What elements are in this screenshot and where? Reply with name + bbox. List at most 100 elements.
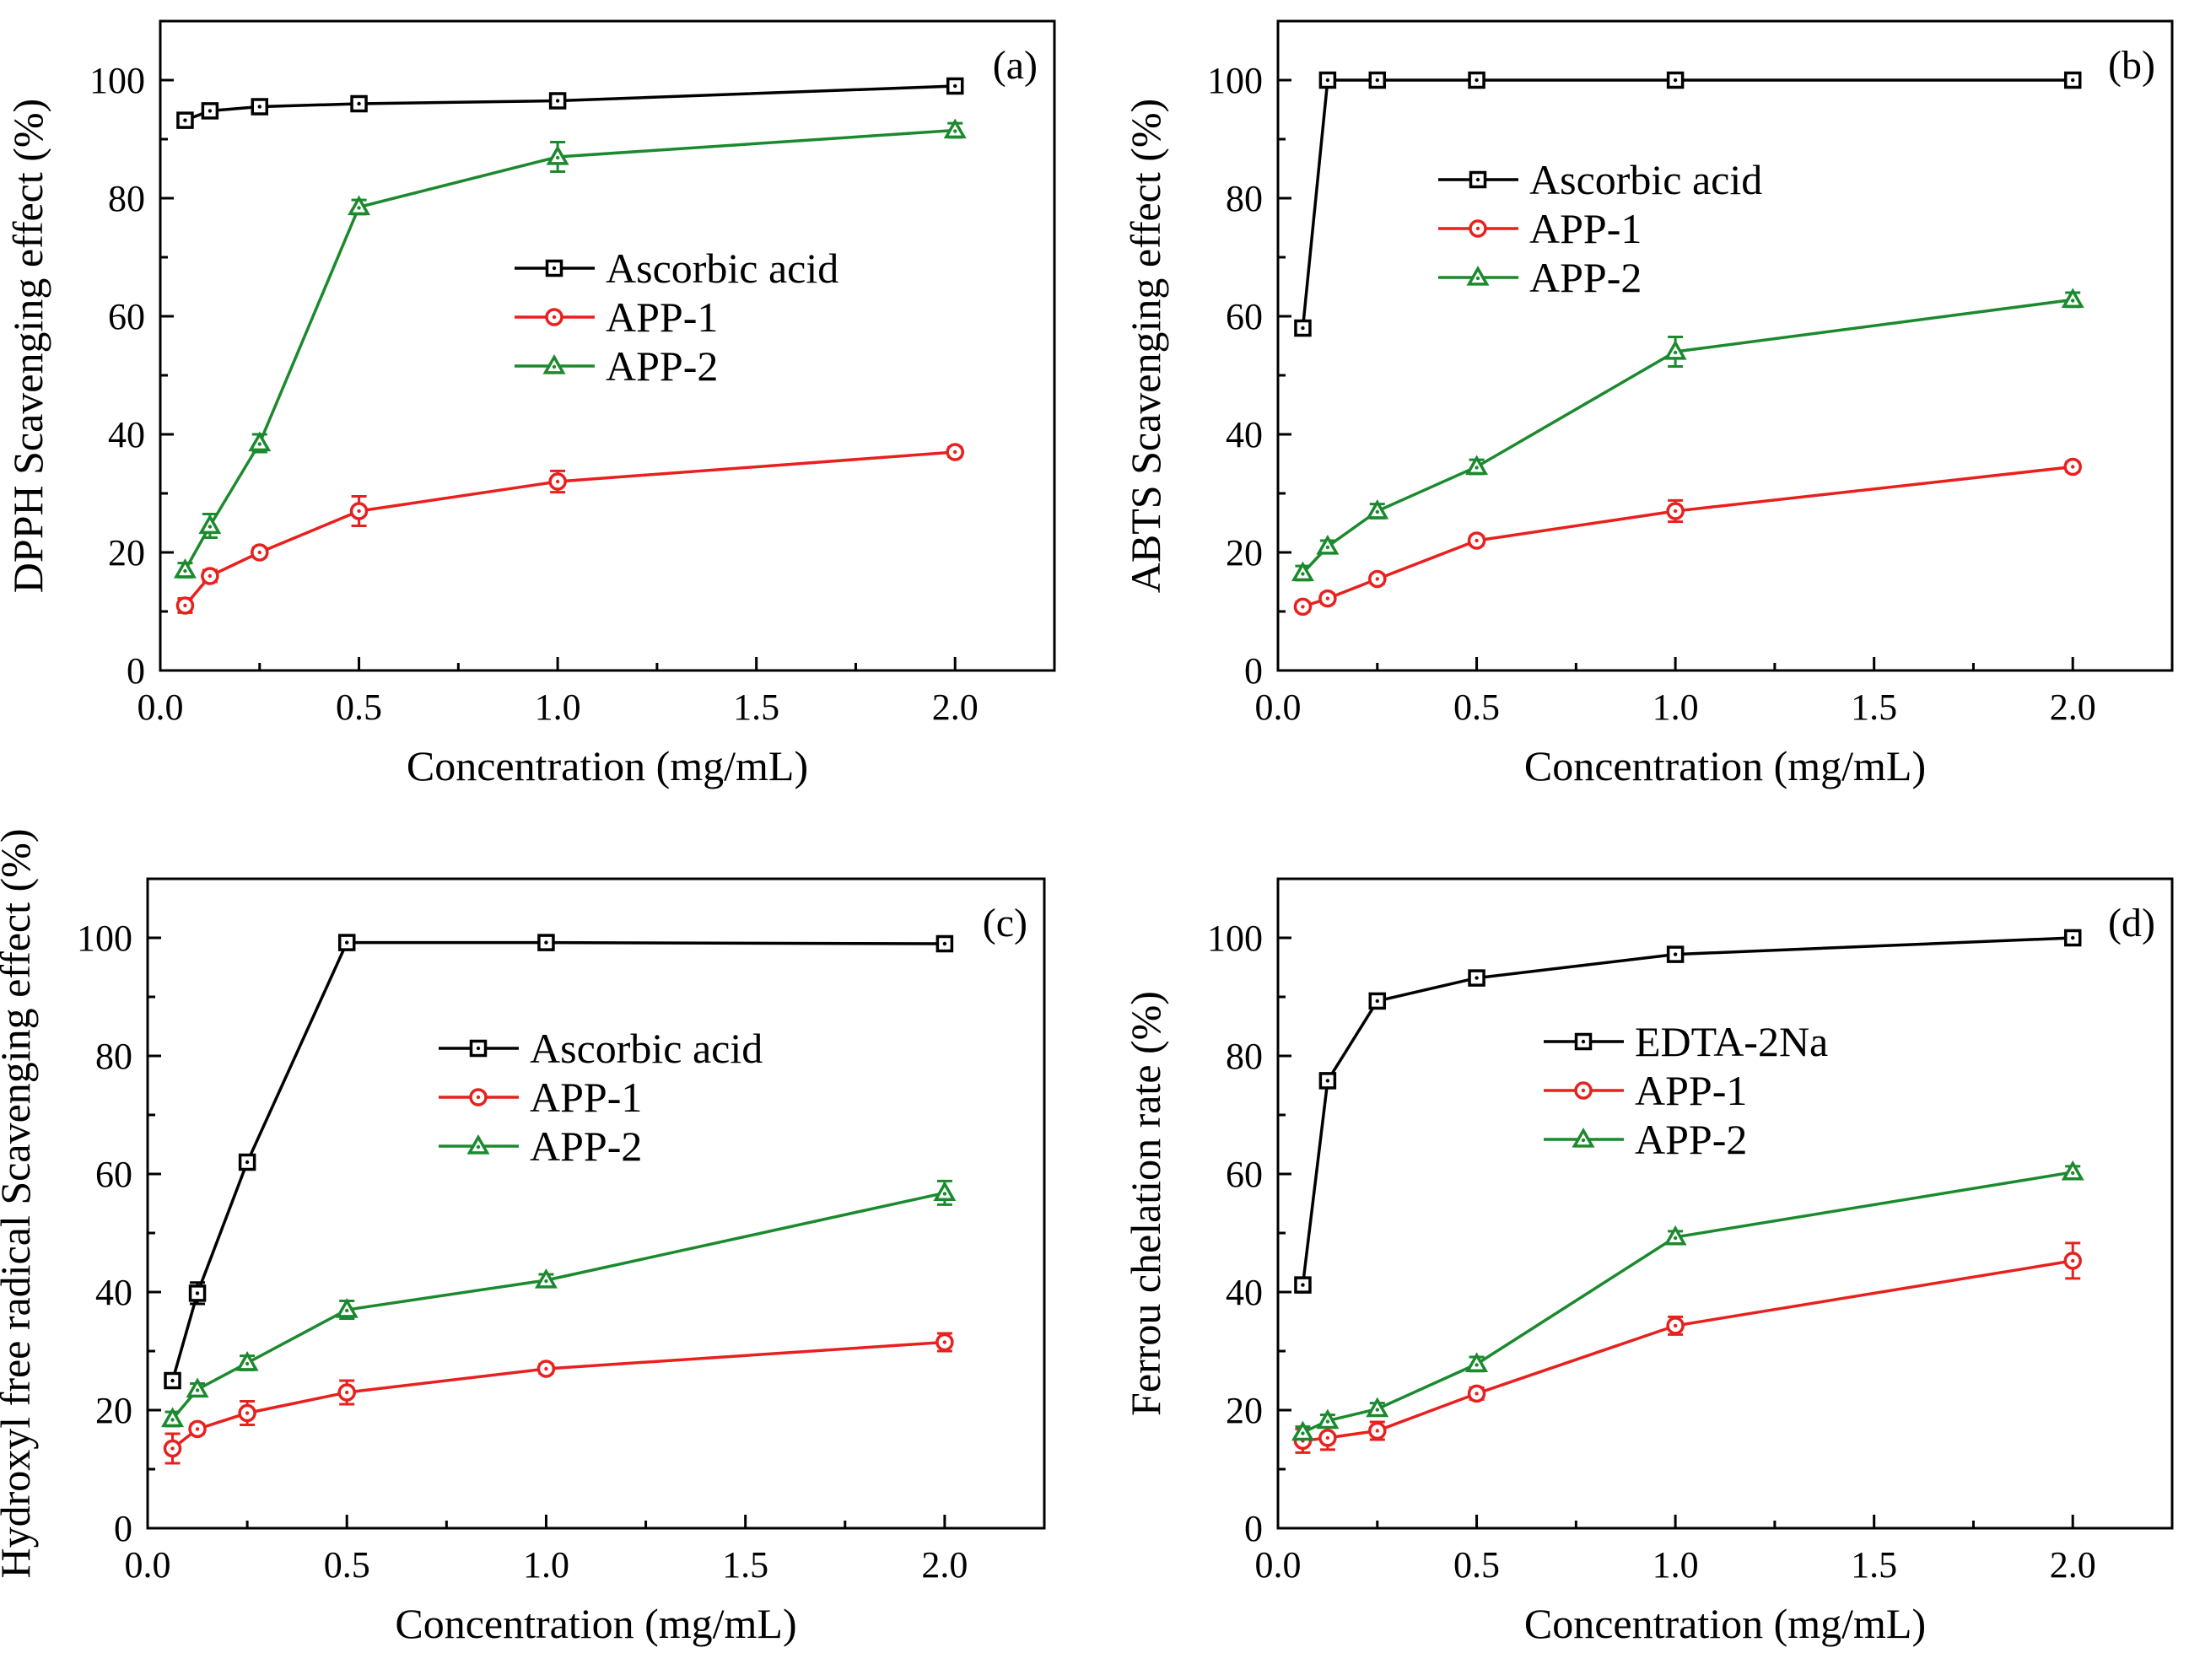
panel-tag: (b) xyxy=(2108,43,2155,88)
data-point xyxy=(933,1181,957,1202)
data-point-dot xyxy=(345,1390,349,1395)
y-tick-label: 20 xyxy=(1226,532,1263,573)
x-tick-label: 0.0 xyxy=(137,687,184,728)
data-point-dot xyxy=(1475,1392,1479,1396)
y-tick-label: 40 xyxy=(95,1272,132,1313)
y-tick-label: 0 xyxy=(1244,1508,1263,1549)
data-point-dot xyxy=(953,83,957,89)
x-axis-label: Concentration (mg/mL) xyxy=(395,1600,796,1647)
data-point xyxy=(1366,498,1389,520)
data-point-dot xyxy=(1375,1408,1379,1412)
series-ascorbic-acid xyxy=(176,77,964,129)
data-point-dot xyxy=(2071,935,2075,940)
panel-a: 0.0 0.5 1.0 1.5 2.0 0 20 40 60 80 100 Concentration… xyxy=(4,19,1056,789)
series-app-1 xyxy=(1293,1241,2082,1454)
data-point-dot xyxy=(1475,538,1479,543)
legend-marker-dot xyxy=(1581,1138,1586,1143)
data-point-dot xyxy=(544,1279,548,1284)
y-tick-label: 0 xyxy=(127,650,145,692)
data-point-dot xyxy=(1301,1283,1305,1287)
data-point xyxy=(348,195,371,216)
data-point-dot xyxy=(170,1446,175,1451)
series-line xyxy=(184,450,956,607)
y-tick-label: 80 xyxy=(1226,178,1263,219)
x-tick-label: 0.5 xyxy=(324,1544,370,1586)
x-tick-label: 0.0 xyxy=(125,1544,171,1586)
legend-label: APP-2 xyxy=(1529,254,1642,301)
legend-marker-dot xyxy=(476,1095,481,1100)
data-point-dot xyxy=(1375,1429,1379,1433)
x-axis-label: Concentration (mg/mL) xyxy=(407,742,808,789)
data-point xyxy=(1366,1397,1389,1418)
data-point xyxy=(2061,288,2084,309)
legend-label: APP-1 xyxy=(606,293,718,341)
x-tick-label: 1.5 xyxy=(733,687,779,728)
data-point-dot xyxy=(1301,605,1305,609)
legend-label: APP-2 xyxy=(1635,1116,1747,1163)
y-tick-label: 0 xyxy=(1244,650,1263,692)
data-point xyxy=(1316,1408,1340,1430)
series-line xyxy=(1302,465,2073,609)
data-point xyxy=(546,144,569,165)
legend-marker-dot xyxy=(1475,177,1480,182)
series-ascorbic-acid xyxy=(1294,71,2082,337)
y-tick-label: 40 xyxy=(1226,414,1263,455)
y-tick-label: 20 xyxy=(108,532,145,573)
plot-frame xyxy=(159,19,1056,672)
legend-label: EDTA-2Na xyxy=(1635,1018,1828,1065)
x-tick-label: 0.0 xyxy=(1255,1544,1302,1586)
data-point-dot xyxy=(2071,78,2075,83)
data-point-dot xyxy=(257,105,261,109)
x-tick-label: 0.5 xyxy=(1453,687,1500,728)
data-point-dot xyxy=(183,603,187,608)
y-tick-label: 100 xyxy=(89,60,145,101)
y-tick-label: 0 xyxy=(114,1508,132,1549)
data-point-dot xyxy=(208,109,213,113)
data-point-dot xyxy=(1673,509,1678,514)
y-tick-label: 40 xyxy=(1226,1272,1263,1313)
legend-label: APP-1 xyxy=(1529,205,1642,252)
data-point-dot xyxy=(170,1378,175,1383)
y-axis-label: ABTS Scavenging effect (%) xyxy=(1122,99,1169,593)
data-point-dot xyxy=(1325,1079,1330,1083)
x-tick-label: 2.0 xyxy=(932,687,979,728)
legend-label: Ascorbic acid xyxy=(1529,156,1762,203)
data-point-dot xyxy=(2071,299,2075,303)
data-point-dot xyxy=(170,1418,175,1422)
legend-label: APP-1 xyxy=(530,1074,642,1121)
series-edta-2na xyxy=(1294,929,2082,1294)
data-point xyxy=(235,1350,259,1371)
series-line xyxy=(1301,936,2073,1285)
data-point xyxy=(2061,1160,2084,1181)
series-line xyxy=(183,128,956,571)
x-tick-label: 1.0 xyxy=(1653,687,1699,728)
y-axis-label: Hydroxyl free radical Scavenging effect … xyxy=(0,829,39,1579)
y-tick-label: 60 xyxy=(95,1154,132,1195)
data-point-dot xyxy=(195,1427,200,1431)
data-point-dot xyxy=(345,940,349,945)
data-point-dot xyxy=(1325,1419,1330,1424)
panel-tag: (c) xyxy=(983,901,1027,945)
data-point-dot xyxy=(183,568,187,573)
data-point xyxy=(943,118,967,139)
data-point-dot xyxy=(544,1366,548,1371)
data-point-dot xyxy=(2071,1171,2075,1176)
data-point-dot xyxy=(942,1340,947,1344)
data-point-dot xyxy=(245,1160,250,1165)
y-tick-label: 60 xyxy=(1226,296,1263,337)
data-point xyxy=(161,1407,185,1428)
data-point xyxy=(186,1377,209,1398)
legend-marker-dot xyxy=(1581,1088,1586,1093)
y-tick-label: 100 xyxy=(1207,60,1263,101)
series-app-2 xyxy=(1291,288,2084,582)
x-tick-label: 1.0 xyxy=(1653,1544,1699,1586)
series-line xyxy=(184,84,956,122)
legend-marker xyxy=(542,353,566,374)
data-point xyxy=(1663,339,1687,360)
plot-frame xyxy=(1276,877,2174,1530)
data-point xyxy=(173,557,197,579)
series-ascorbic-acid xyxy=(164,934,954,1390)
x-tick-label: 0.0 xyxy=(1255,687,1302,728)
x-tick-label: 1.0 xyxy=(523,1544,569,1586)
plot-frame xyxy=(1276,19,2174,672)
